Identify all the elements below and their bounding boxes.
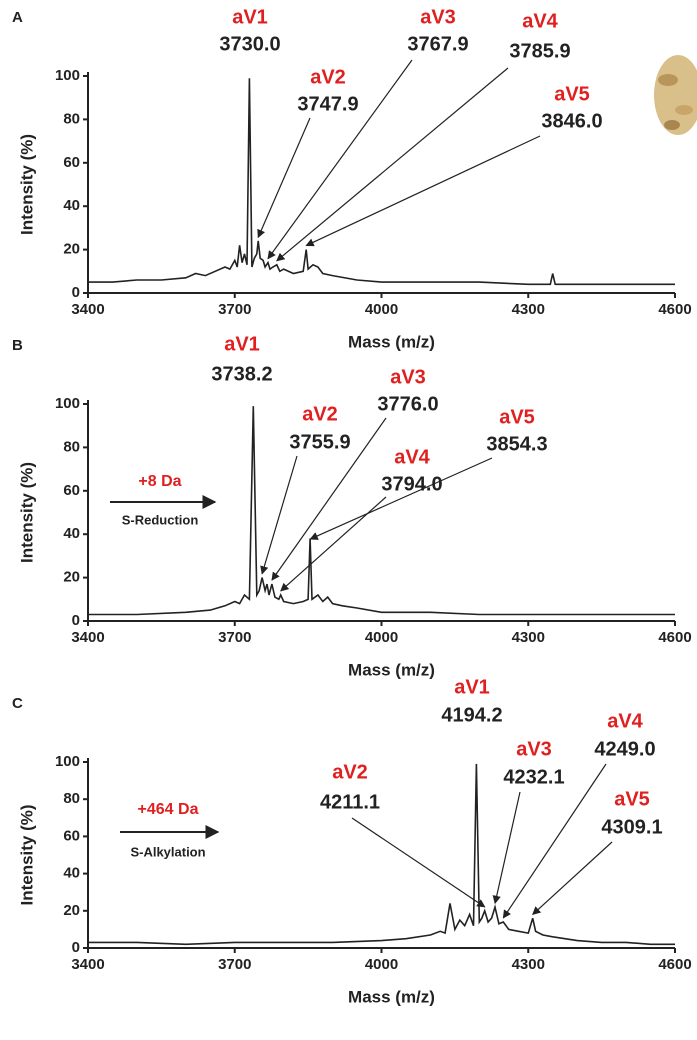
annotation-arrow <box>271 417 387 581</box>
peak-name: aV3 <box>516 738 552 760</box>
peak-name: aV1 <box>454 676 490 698</box>
peak-name: aV4 <box>394 446 430 468</box>
peak-mass: 3747.9 <box>297 93 358 115</box>
peak-mass: 3854.3 <box>486 433 547 455</box>
x-axis-label: Mass (m/z) <box>348 660 435 679</box>
x-tick-label: 4300 <box>512 301 545 318</box>
y-tick-label: 0 <box>72 612 80 629</box>
y-tick-label: 20 <box>63 241 80 258</box>
annotation-arrow <box>351 817 486 908</box>
peak-mass: 3794.0 <box>381 473 442 495</box>
annotation-arrow <box>276 67 509 262</box>
shift-text: S-Alkylation <box>130 844 205 859</box>
x-tick-label: 3400 <box>71 956 104 973</box>
y-tick-label: 100 <box>55 395 80 412</box>
y-tick-label: 20 <box>63 569 80 586</box>
annotation-arrow <box>260 455 298 575</box>
y-tick-label: 40 <box>63 525 80 542</box>
annotation-arrow <box>492 791 521 905</box>
peak-mass: 3755.9 <box>289 431 350 453</box>
peak-mass: 4249.0 <box>594 738 655 760</box>
annotation-arrow <box>309 457 493 540</box>
peak-mass: 3846.0 <box>541 110 602 132</box>
peak-mass: 4194.2 <box>441 704 502 726</box>
y-tick-label: 80 <box>63 110 80 127</box>
x-tick-label: 4000 <box>365 629 398 646</box>
peak-mass: 4232.1 <box>503 766 564 788</box>
annotation-arrow <box>280 496 387 592</box>
y-tick-label: 20 <box>63 902 80 919</box>
peak-name: aV3 <box>420 6 456 28</box>
x-axis-label: Mass (m/z) <box>348 332 435 351</box>
seed-photo <box>654 55 697 135</box>
y-tick-label: 100 <box>55 753 80 770</box>
annotation-arrow <box>267 59 413 260</box>
y-tick-label: 40 <box>63 865 80 882</box>
y-tick-label: 40 <box>63 197 80 214</box>
peak-mass: 3785.9 <box>509 40 570 62</box>
peak-name: aV5 <box>499 406 535 428</box>
peak-name: aV2 <box>302 403 338 425</box>
peak-name: aV2 <box>310 66 346 88</box>
peak-name: aV5 <box>614 788 650 810</box>
peak-mass: 3767.9 <box>407 33 468 55</box>
peak-name: aV4 <box>522 10 558 32</box>
panel-letter: A <box>12 9 23 26</box>
x-tick-label: 3700 <box>218 629 251 646</box>
y-axis-label: Intensity (%) <box>17 462 36 563</box>
x-tick-label: 3700 <box>218 956 251 973</box>
y-tick-label: 80 <box>63 438 80 455</box>
shift-text: S-Reduction <box>122 512 199 527</box>
x-tick-label: 4000 <box>365 301 398 318</box>
peak-mass: 4309.1 <box>601 816 662 838</box>
x-tick-label: 3400 <box>71 629 104 646</box>
peak-name: aV1 <box>232 6 268 28</box>
peak-mass: 3738.2 <box>211 363 272 385</box>
x-tick-label: 4000 <box>365 956 398 973</box>
shift-label: +464 Da <box>138 801 199 818</box>
x-tick-label: 4600 <box>658 301 691 318</box>
panel-letter: B <box>12 337 23 354</box>
y-axis-label: Intensity (%) <box>17 134 36 235</box>
peak-mass: 3776.0 <box>377 393 438 415</box>
x-tick-label: 3700 <box>218 301 251 318</box>
peak-name: aV2 <box>332 761 368 783</box>
peak-mass: 4211.1 <box>320 791 380 813</box>
annotation-arrow <box>257 117 311 239</box>
x-tick-label: 4600 <box>658 629 691 646</box>
x-tick-label: 4600 <box>658 956 691 973</box>
y-tick-label: 100 <box>55 67 80 84</box>
y-tick-label: 80 <box>63 790 80 807</box>
y-tick-label: 0 <box>72 284 80 301</box>
x-axis-label: Mass (m/z) <box>348 987 435 1006</box>
y-tick-label: 60 <box>63 154 80 171</box>
y-tick-label: 0 <box>72 939 80 956</box>
peak-name: aV3 <box>390 366 426 388</box>
y-axis-label: Intensity (%) <box>17 804 36 905</box>
panel-letter: C <box>12 695 23 712</box>
x-tick-label: 4300 <box>512 629 545 646</box>
y-tick-label: 60 <box>63 482 80 499</box>
peak-mass: 3730.0 <box>219 33 280 55</box>
spectrum-line <box>88 78 675 286</box>
y-tick-label: 60 <box>63 827 80 844</box>
annotation-arrow <box>532 841 613 916</box>
spectrum-line <box>88 406 675 616</box>
annotation-arrow <box>305 135 541 247</box>
spectrum-line <box>88 763 675 946</box>
peak-name: aV1 <box>224 333 260 355</box>
peak-name: aV5 <box>554 83 590 105</box>
x-tick-label: 4300 <box>512 956 545 973</box>
shift-label: +8 Da <box>138 473 181 490</box>
peak-name: aV4 <box>607 710 643 732</box>
x-tick-label: 3400 <box>71 301 104 318</box>
annotation-arrow <box>502 763 607 919</box>
